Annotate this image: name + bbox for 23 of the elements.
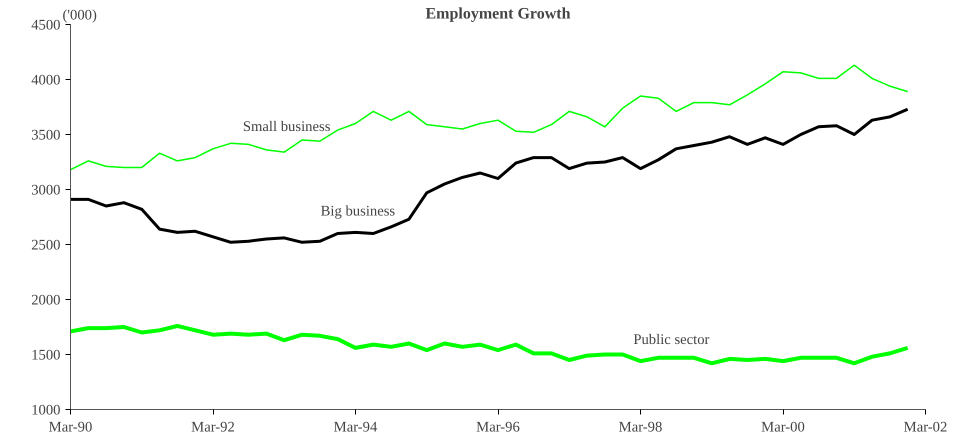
line-series: [70, 108, 910, 244]
y-tick-label: 2000: [31, 292, 60, 308]
y-tick-label: 1000: [31, 402, 60, 418]
x-tick-label: Mar-02: [904, 420, 948, 436]
text: ('000): [62, 8, 98, 24]
chart-title: Employment Growth: [425, 6, 571, 22]
y-tick-label: 3500: [31, 128, 60, 144]
line-series: [70, 64, 908, 170]
x-tick-label: Mar-92: [191, 420, 235, 436]
x-tick-label: Mar-00: [761, 420, 805, 436]
series-label: Big business: [320, 204, 396, 220]
series-label: Small business: [242, 118, 331, 135]
x-tick-label: Mar-98: [618, 420, 662, 436]
y-tick-label: 2500: [31, 238, 60, 254]
y-tick-label: 3000: [31, 182, 60, 198]
series-label: Public sector: [633, 332, 710, 348]
x-tick-label: Mar-94: [334, 420, 378, 436]
x-tick-label: Mar-90: [48, 420, 92, 436]
y-tick-label: 4000: [31, 72, 60, 88]
y-tick-label: 1500: [31, 348, 60, 364]
y-tick-label: 4500: [31, 18, 60, 34]
line-series: [70, 324, 910, 366]
x-tick-label: Mar-96: [476, 420, 520, 436]
